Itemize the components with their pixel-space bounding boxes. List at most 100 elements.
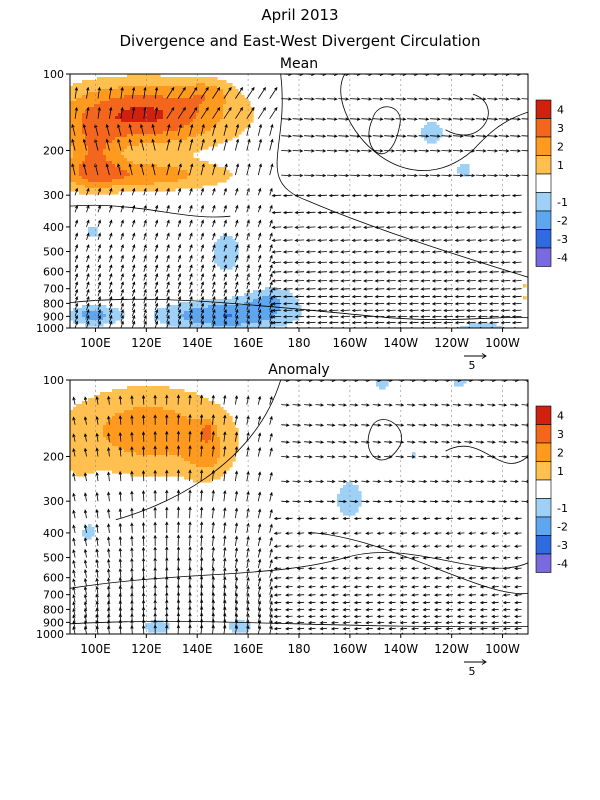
vector-arrow bbox=[385, 238, 396, 242]
vector-arrow bbox=[466, 279, 476, 283]
shade-cell bbox=[70, 104, 95, 108]
vector-arrow bbox=[200, 106, 209, 119]
vector-arrow bbox=[422, 544, 431, 548]
colorbar-box bbox=[535, 155, 552, 175]
vector-arrow bbox=[282, 250, 293, 254]
vector-arrow bbox=[120, 302, 124, 311]
vector-arrow bbox=[397, 321, 408, 325]
vector-arrow bbox=[153, 566, 157, 578]
vector-arrow bbox=[317, 287, 328, 291]
vector-arrow bbox=[397, 193, 408, 198]
vector-arrow bbox=[500, 308, 511, 313]
shade-cell bbox=[277, 311, 302, 315]
shade-cell bbox=[127, 386, 170, 390]
vector-arrow bbox=[257, 395, 262, 405]
shade-cell bbox=[163, 113, 197, 117]
shade-cell bbox=[70, 413, 116, 417]
vector-arrow bbox=[433, 621, 442, 625]
shade-cell bbox=[121, 119, 158, 123]
vector-arrow bbox=[235, 308, 239, 317]
vector-arrow bbox=[475, 499, 485, 504]
vector-arrow bbox=[257, 264, 262, 272]
contour-line bbox=[367, 419, 402, 461]
y-tick-label: 100 bbox=[43, 68, 64, 81]
vector-arrow bbox=[211, 546, 215, 558]
vector-arrow bbox=[223, 86, 232, 99]
vector-arrow bbox=[86, 308, 90, 317]
shade-cell bbox=[127, 134, 197, 138]
vector-arrow bbox=[418, 134, 430, 138]
shade-cell bbox=[85, 140, 113, 144]
vector-arrow bbox=[418, 149, 430, 153]
vector-arrow bbox=[166, 123, 171, 136]
vector-arrow bbox=[475, 117, 487, 121]
x-tick-label: 100E bbox=[80, 642, 111, 656]
shade-cell bbox=[85, 317, 104, 321]
vector-arrow bbox=[269, 86, 278, 99]
vector-arrow bbox=[72, 509, 76, 519]
vector-arrow bbox=[296, 544, 305, 548]
shade-cell bbox=[115, 164, 158, 168]
vector-arrow bbox=[477, 238, 488, 242]
shade-cell bbox=[193, 95, 206, 99]
shade-cell bbox=[199, 110, 224, 114]
vector-arrow bbox=[307, 585, 316, 589]
vector-arrow bbox=[330, 531, 339, 535]
panel-title: Mean bbox=[280, 56, 318, 72]
vector-arrow bbox=[143, 380, 144, 381]
x-tick-label: 160W bbox=[332, 642, 367, 656]
vector-arrow bbox=[372, 423, 382, 427]
shade-cell bbox=[112, 185, 203, 189]
vector-arrow bbox=[342, 544, 350, 548]
colorbar-label: 1 bbox=[557, 465, 564, 478]
vector-arrow bbox=[407, 403, 416, 407]
vector-arrow bbox=[166, 187, 170, 196]
shade-cell bbox=[73, 149, 89, 153]
shade-cell bbox=[193, 320, 263, 324]
vector-arrow bbox=[246, 576, 250, 587]
vector-arrow bbox=[466, 210, 476, 215]
vector-arrow bbox=[109, 273, 113, 281]
vector-arrow bbox=[328, 250, 339, 254]
vector-arrow bbox=[235, 273, 239, 281]
vector-arrow bbox=[411, 627, 419, 631]
shade-cell bbox=[148, 629, 167, 633]
vector-arrow bbox=[304, 455, 313, 459]
shade-cell bbox=[145, 626, 170, 630]
vector-arrow bbox=[479, 593, 488, 597]
shade-cell bbox=[184, 311, 278, 315]
vector-arrow bbox=[307, 600, 316, 605]
vector-arrow bbox=[235, 295, 239, 304]
vector-arrow bbox=[154, 187, 159, 196]
vector-arrow bbox=[83, 416, 88, 425]
vector-arrow bbox=[365, 566, 373, 571]
vector-arrow bbox=[422, 627, 431, 631]
vector-arrow bbox=[384, 134, 396, 138]
vector-arrow bbox=[443, 315, 453, 319]
vector-arrow bbox=[117, 138, 122, 151]
vector-arrow bbox=[491, 585, 499, 589]
vector-arrow bbox=[374, 308, 385, 313]
vector-arrow bbox=[454, 260, 465, 265]
shade-cell bbox=[226, 95, 245, 99]
vector-arrow bbox=[411, 576, 419, 580]
vector-arrow bbox=[153, 534, 157, 546]
vector-arrow bbox=[109, 106, 113, 119]
vector-arrow bbox=[376, 531, 385, 535]
shade-cell bbox=[103, 425, 206, 429]
vector-arrow bbox=[292, 134, 304, 138]
shade-cell bbox=[85, 527, 95, 531]
vector-arrow bbox=[74, 219, 79, 228]
vector-arrow bbox=[82, 138, 87, 151]
vector-arrow bbox=[353, 627, 362, 631]
vector-arrow bbox=[433, 600, 442, 605]
vector-arrow bbox=[97, 254, 101, 263]
vector-arrow bbox=[464, 149, 476, 153]
vector-arrow bbox=[257, 86, 266, 99]
shade-cell bbox=[70, 422, 107, 426]
vector-arrow bbox=[511, 279, 522, 283]
vector-arrow bbox=[363, 308, 373, 313]
vector-arrow bbox=[395, 403, 405, 407]
vector-arrow bbox=[454, 321, 465, 325]
